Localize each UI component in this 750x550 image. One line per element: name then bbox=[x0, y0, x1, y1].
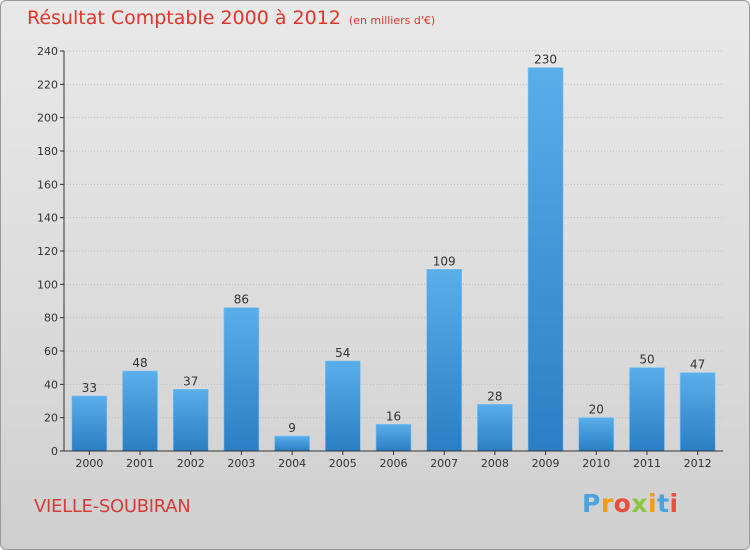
x-tick-label-2003: 2003 bbox=[227, 457, 255, 470]
x-tick-label-2007: 2007 bbox=[430, 457, 458, 470]
data-label-2005: 54 bbox=[335, 346, 350, 360]
grid-lines bbox=[64, 50, 723, 419]
bar-2006 bbox=[375, 424, 412, 452]
chart-title: Résultat Comptable 2000 à 2012 (en millie… bbox=[27, 7, 435, 29]
x-tick-label-2008: 2008 bbox=[481, 457, 509, 470]
y-tick-label: 60 bbox=[44, 345, 58, 358]
y-tick-label: 80 bbox=[44, 312, 58, 325]
y-tick-label: 140 bbox=[37, 212, 58, 225]
data-label-2008: 28 bbox=[487, 389, 502, 403]
logo-letter: t bbox=[657, 489, 670, 518]
bar-2012 bbox=[679, 372, 716, 452]
bar-2011 bbox=[629, 367, 665, 452]
data-label-2003: 86 bbox=[234, 293, 249, 307]
x-tick-label-2000: 2000 bbox=[75, 457, 103, 470]
x-tick-label-2012: 2012 bbox=[684, 457, 712, 470]
data-label-2000: 33 bbox=[82, 381, 97, 395]
labels: 0204060801001201401601802002202403320004… bbox=[37, 45, 712, 470]
x-tick-label-2010: 2010 bbox=[582, 457, 610, 470]
data-label-2006: 16 bbox=[386, 409, 401, 423]
x-tick-label-2011: 2011 bbox=[633, 457, 661, 470]
x-tick-label-2001: 2001 bbox=[126, 457, 154, 470]
bars bbox=[71, 67, 716, 452]
logo-letter: o bbox=[613, 489, 632, 518]
bar-2005 bbox=[325, 360, 361, 452]
data-label-2010: 20 bbox=[589, 403, 604, 417]
bar-2008 bbox=[477, 404, 513, 452]
y-tick-label: 40 bbox=[44, 378, 58, 391]
bar-2003 bbox=[223, 307, 260, 452]
y-tick-label: 180 bbox=[37, 145, 58, 158]
y-tick-label: 160 bbox=[37, 178, 58, 191]
town-name: VIELLE-SOUBIRAN bbox=[34, 496, 191, 517]
x-tick-label-2002: 2002 bbox=[177, 457, 205, 470]
logo-letter: P bbox=[582, 489, 601, 518]
axes bbox=[60, 50, 723, 455]
proxiti-logo[interactable]: Proxiti bbox=[582, 489, 679, 518]
bar-2007 bbox=[426, 269, 462, 452]
y-tick-label: 20 bbox=[44, 412, 58, 425]
y-tick-label: 240 bbox=[37, 45, 58, 58]
data-label-2001: 48 bbox=[132, 356, 147, 370]
data-label-2007: 109 bbox=[433, 254, 456, 268]
chart-title-text: Résultat Comptable 2000 à 2012 bbox=[27, 7, 341, 29]
y-tick-label: 200 bbox=[37, 112, 58, 125]
bar-2002 bbox=[172, 389, 209, 452]
data-label-2002: 37 bbox=[183, 374, 198, 388]
bar-2010 bbox=[578, 417, 615, 452]
y-tick-label: 0 bbox=[51, 445, 58, 458]
data-label-2004: 9 bbox=[288, 421, 296, 435]
logo-letter: i bbox=[648, 489, 658, 518]
x-tick-label-2005: 2005 bbox=[329, 457, 357, 470]
bar-2004 bbox=[274, 435, 310, 452]
y-tick-label: 120 bbox=[37, 245, 58, 258]
y-tick-label: 220 bbox=[37, 78, 58, 91]
bar-2000 bbox=[71, 395, 108, 452]
x-tick-label-2006: 2006 bbox=[380, 457, 408, 470]
x-tick-label-2004: 2004 bbox=[278, 457, 306, 470]
bar-2009 bbox=[527, 67, 564, 452]
logo-letter: x bbox=[631, 489, 648, 518]
chart-subtitle: (en milliers d'€) bbox=[348, 14, 436, 27]
data-label-2012: 47 bbox=[690, 358, 705, 372]
y-tick-label: 100 bbox=[37, 278, 58, 291]
x-tick-label-2009: 2009 bbox=[532, 457, 560, 470]
logo-letter: i bbox=[669, 489, 679, 518]
data-label-2011: 50 bbox=[639, 353, 654, 367]
data-label-2009: 230 bbox=[534, 53, 557, 67]
logo-letter: r bbox=[600, 489, 614, 518]
bar-2001 bbox=[122, 370, 158, 452]
